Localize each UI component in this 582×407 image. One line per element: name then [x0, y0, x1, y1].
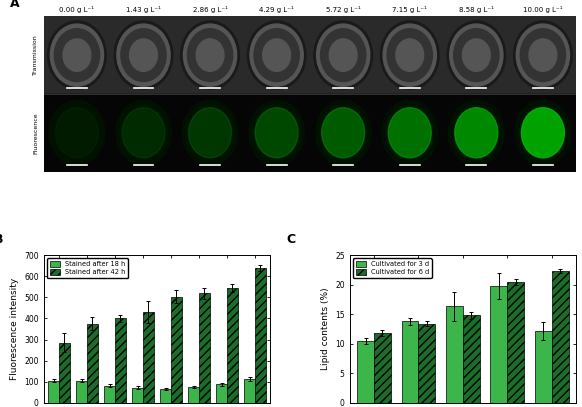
Bar [374, 333, 391, 403]
Circle shape [122, 108, 165, 158]
Bar [491, 286, 508, 403]
Circle shape [529, 39, 557, 71]
Bar [199, 293, 210, 403]
Y-axis label: Lipid contents (%): Lipid contents (%) [321, 288, 329, 370]
Circle shape [447, 21, 506, 89]
Bar [357, 341, 374, 403]
Text: B: B [0, 233, 3, 246]
Circle shape [520, 29, 566, 81]
Circle shape [315, 100, 371, 165]
Bar [402, 321, 418, 403]
Bar [104, 385, 115, 403]
Bar [508, 282, 524, 403]
Text: 7.15 g L⁻¹: 7.15 g L⁻¹ [392, 6, 427, 13]
Circle shape [515, 100, 571, 165]
Bar [552, 271, 569, 403]
Circle shape [382, 100, 438, 165]
Legend: Cultivated for 3 d, Cultivated for 6 d: Cultivated for 3 d, Cultivated for 6 d [353, 258, 432, 278]
Circle shape [513, 21, 572, 89]
Text: C: C [286, 233, 295, 246]
Circle shape [189, 108, 232, 158]
Circle shape [130, 39, 157, 71]
Bar [463, 315, 480, 403]
Circle shape [48, 21, 107, 89]
Text: 10.00 g L⁻¹: 10.00 g L⁻¹ [523, 6, 563, 13]
Circle shape [181, 21, 239, 89]
Circle shape [322, 108, 365, 158]
Circle shape [383, 24, 436, 86]
Bar [44, 16, 576, 94]
Bar [227, 288, 237, 403]
Circle shape [247, 21, 306, 89]
Circle shape [321, 29, 366, 81]
Circle shape [187, 29, 233, 81]
Circle shape [114, 21, 173, 89]
Circle shape [388, 108, 431, 158]
Legend: Stained after 18 h, Stained after 42 h: Stained after 18 h, Stained after 42 h [47, 258, 128, 278]
Circle shape [249, 100, 304, 165]
Bar [44, 94, 576, 172]
Circle shape [50, 24, 104, 86]
Bar [535, 331, 552, 403]
Y-axis label: Fluorescence intensity: Fluorescence intensity [10, 278, 19, 380]
Bar [48, 381, 59, 403]
Circle shape [521, 108, 565, 158]
Circle shape [121, 29, 166, 81]
Circle shape [117, 24, 170, 86]
Text: 8.58 g L⁻¹: 8.58 g L⁻¹ [459, 6, 494, 13]
Circle shape [254, 29, 299, 81]
Bar [189, 387, 199, 403]
Circle shape [387, 29, 432, 81]
Circle shape [516, 24, 570, 86]
Text: Fluorescence: Fluorescence [33, 112, 38, 153]
Circle shape [49, 100, 105, 165]
Circle shape [196, 39, 224, 71]
Circle shape [450, 24, 503, 86]
Bar [160, 389, 171, 403]
Text: A: A [10, 0, 20, 10]
Bar [446, 306, 463, 403]
Text: 0.00 g L⁻¹: 0.00 g L⁻¹ [59, 6, 94, 13]
Circle shape [183, 24, 237, 86]
Circle shape [454, 29, 499, 81]
Circle shape [55, 108, 98, 158]
Circle shape [317, 24, 370, 86]
Bar [59, 343, 70, 403]
Bar [255, 268, 265, 403]
Text: 5.72 g L⁻¹: 5.72 g L⁻¹ [326, 6, 361, 13]
Circle shape [396, 39, 424, 71]
Bar [76, 381, 87, 403]
Circle shape [448, 100, 504, 165]
Bar [244, 379, 255, 403]
Circle shape [250, 24, 303, 86]
Circle shape [63, 39, 91, 71]
Circle shape [329, 39, 357, 71]
Bar [418, 324, 435, 403]
Bar [115, 318, 126, 403]
Circle shape [54, 29, 100, 81]
Bar [143, 312, 154, 403]
Text: 1.43 g L⁻¹: 1.43 g L⁻¹ [126, 6, 161, 13]
Circle shape [262, 39, 290, 71]
Circle shape [255, 108, 298, 158]
Bar [87, 324, 98, 403]
Text: 2.86 g L⁻¹: 2.86 g L⁻¹ [193, 6, 228, 13]
Circle shape [314, 21, 372, 89]
Bar [171, 297, 182, 403]
Bar [217, 384, 227, 403]
Bar [132, 387, 143, 403]
Circle shape [381, 21, 439, 89]
Text: Transmission: Transmission [33, 35, 38, 75]
Circle shape [463, 39, 490, 71]
Text: 4.29 g L⁻¹: 4.29 g L⁻¹ [259, 6, 294, 13]
Circle shape [455, 108, 498, 158]
Circle shape [182, 100, 238, 165]
Circle shape [116, 100, 172, 165]
